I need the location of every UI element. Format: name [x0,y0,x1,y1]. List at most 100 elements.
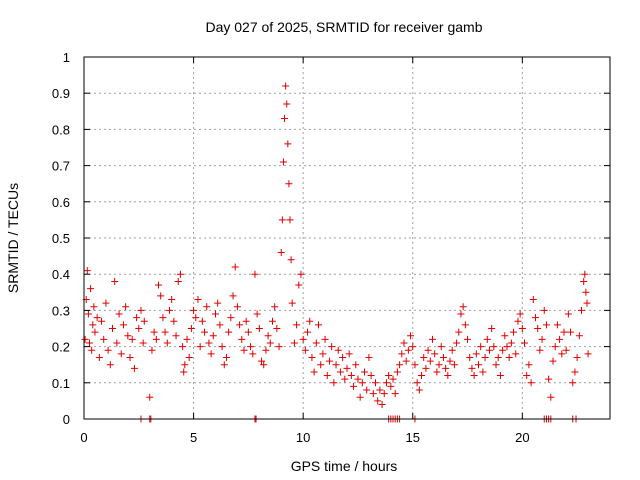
data-point [152,335,160,343]
data-point [378,401,386,409]
data-point [98,317,106,325]
data-point [231,263,239,271]
data-point [285,180,293,188]
data-point [459,303,467,311]
grid-lines [84,57,610,419]
data-point [365,353,373,361]
data-point [347,372,355,380]
data-point [203,303,211,311]
y-tick-label: 0.3 [52,303,70,318]
data-point [426,357,434,365]
data-point [470,372,478,380]
data-point [516,310,524,318]
data-point [490,343,498,351]
data-point [113,339,121,347]
data-point [266,339,274,347]
data-point [424,346,432,354]
data-point [523,372,531,380]
data-point [453,339,461,347]
x-tick-label: 0 [80,430,87,445]
x-tick-label: 5 [190,430,197,445]
data-point [534,325,542,332]
data-point [428,335,436,343]
data-point [115,310,123,318]
data-point [582,288,590,296]
data-point [273,325,281,332]
y-tick-label: 0.6 [52,195,70,210]
data-point [288,299,296,307]
data-point [301,346,309,354]
data-point [87,285,95,293]
data-point [108,325,116,332]
data-point [466,353,474,361]
chart-title: Day 027 of 2025, SRMTID for receiver gam… [205,19,482,35]
data-point [278,216,286,224]
data-point [304,328,312,336]
data-point [481,353,489,361]
data-point [170,317,178,325]
data-point [83,267,91,275]
y-axis-tick-labels: 0 0.1 0.2 0.3 0.4 0.5 0.6 0.7 0.8 0.9 1 [52,50,70,427]
y-tick-label: 0.7 [52,159,70,174]
data-point [396,361,404,369]
data-point [148,346,156,354]
data-point [581,270,589,278]
x-tick-label: 10 [296,430,310,445]
data-point [236,321,244,329]
y-tick-label: 0.4 [52,267,70,282]
data-point [194,296,202,304]
data-point [218,343,226,351]
data-point [442,364,450,372]
data-point [102,299,110,307]
data-point [187,325,195,332]
data-point [198,317,206,325]
data-point [279,158,287,166]
data-point [580,277,588,285]
data-point [551,343,559,351]
axis-ticks [83,56,610,420]
data-point [323,372,331,380]
data-point [124,332,132,340]
data-point [336,368,344,376]
data-point [111,277,119,285]
data-point [382,379,390,387]
data-point [433,368,441,376]
data-point [201,328,209,336]
data-point [282,82,290,90]
data-point [404,346,412,354]
data-point [444,372,452,380]
data-point [161,328,169,336]
data-point [247,343,255,351]
data-point [104,346,112,354]
data-point [389,375,397,383]
data-point [492,361,500,369]
x-axis-tick-labels: 0 5 10 15 20 [80,430,529,445]
data-point [402,357,410,365]
data-point [431,350,439,358]
data-point [472,350,480,358]
data-point [225,328,233,336]
data-point [542,321,550,329]
data-point [494,353,502,361]
data-point [244,328,252,336]
data-point [249,350,257,358]
data-point [558,350,566,358]
data-point [512,350,520,358]
data-point [328,343,336,351]
data-point [448,346,456,354]
data-point [505,353,513,361]
data-point [415,386,423,394]
data-point [525,361,533,369]
data-point [485,346,493,354]
data-point [345,350,353,358]
data-point [95,353,103,361]
data-point [240,346,248,354]
data-point [137,306,145,314]
data-point [501,332,509,340]
data-point [556,335,564,343]
data-point [529,296,537,304]
data-point [319,350,327,358]
data-point [400,339,408,347]
data-point [308,353,316,361]
data-point [371,379,379,387]
